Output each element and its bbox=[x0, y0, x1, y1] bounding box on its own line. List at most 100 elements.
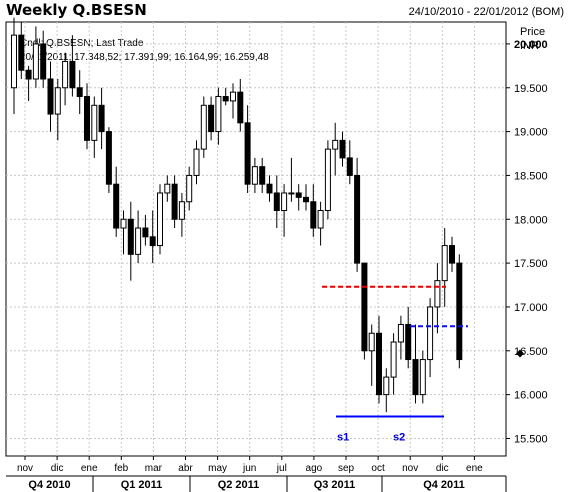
candle-body bbox=[120, 218, 127, 229]
candle-body bbox=[251, 166, 258, 185]
candle-body bbox=[157, 192, 163, 247]
price-axis-unit: INR bbox=[520, 40, 539, 52]
candle-body bbox=[230, 91, 236, 102]
candle-body bbox=[383, 376, 390, 396]
candle-body bbox=[25, 69, 32, 80]
candle-body bbox=[332, 139, 339, 150]
y-tick-label: 19.000 bbox=[514, 127, 548, 139]
candle-body bbox=[105, 131, 112, 185]
x-month-label: dic bbox=[51, 463, 64, 474]
candle-body bbox=[397, 323, 404, 343]
legend-series: Cndl; Q.BSESN; Last Trade bbox=[20, 38, 144, 49]
x-quarter-label: Q1 2011 bbox=[121, 479, 163, 491]
x-month-label: mar bbox=[145, 463, 163, 474]
y-tick-label: 16.000 bbox=[514, 390, 548, 402]
candle-body bbox=[303, 196, 309, 203]
chart-title: Weekly Q.BSESN bbox=[6, 1, 147, 19]
candle-body bbox=[354, 174, 361, 264]
price-axis-title: Price bbox=[520, 26, 546, 38]
candle-body bbox=[186, 174, 193, 203]
candle-body bbox=[456, 262, 463, 361]
x-month-label: oct bbox=[371, 463, 385, 474]
candle-body bbox=[113, 183, 120, 229]
candle-body bbox=[32, 43, 39, 80]
date-range: 24/10/2010 - 22/01/2012 (BOM) bbox=[408, 6, 564, 18]
candle-body bbox=[368, 332, 375, 352]
candle-body bbox=[339, 139, 346, 159]
candle-body bbox=[449, 245, 455, 264]
y-tick-label: 15.500 bbox=[514, 433, 548, 445]
candle-body bbox=[215, 96, 222, 133]
plot-border bbox=[5, 21, 507, 457]
candle-body bbox=[441, 245, 448, 282]
last-price-marker bbox=[516, 349, 524, 358]
x-quarter-label: Q2 2011 bbox=[218, 479, 260, 491]
x-month-label: feb bbox=[114, 463, 128, 474]
candle-body bbox=[244, 122, 251, 185]
candle-body bbox=[54, 87, 61, 115]
candle-body bbox=[222, 96, 229, 102]
candle-body bbox=[273, 192, 280, 212]
candle-body bbox=[317, 210, 324, 229]
x-month-label: nov bbox=[402, 463, 418, 474]
x-month-label: nov bbox=[17, 463, 33, 474]
x-month-label: sep bbox=[338, 463, 355, 474]
candle-body bbox=[193, 148, 200, 176]
candle-body bbox=[149, 236, 156, 247]
y-tick-label: 17.500 bbox=[514, 258, 548, 270]
x-month-label: may bbox=[208, 463, 227, 474]
legend-values: 20/11/2011; 17.348,52; 17.391,99; 16.164… bbox=[20, 52, 269, 63]
candle-body bbox=[405, 323, 412, 361]
x-quarter-label: Q4 2011 bbox=[423, 479, 465, 491]
candle-body bbox=[40, 43, 47, 80]
candle-body bbox=[376, 332, 382, 396]
candle-body bbox=[419, 359, 426, 396]
candle-body bbox=[164, 183, 171, 194]
candle-body bbox=[11, 34, 17, 89]
candle-body bbox=[259, 166, 266, 185]
x-month-label: ene bbox=[81, 463, 98, 474]
candle-body bbox=[295, 192, 302, 198]
candle-body bbox=[346, 157, 353, 176]
candle-body bbox=[62, 60, 69, 89]
y-tick-label: 20.000 bbox=[514, 39, 548, 51]
x-quarter-label: Q3 2011 bbox=[314, 479, 356, 491]
candle-body bbox=[208, 104, 215, 133]
candle-body bbox=[84, 96, 90, 141]
s2-label: s2 bbox=[393, 432, 405, 444]
x-month-label: ago bbox=[306, 463, 323, 474]
candle-body bbox=[434, 280, 441, 308]
y-tick-label: 17.000 bbox=[514, 302, 548, 314]
candle-body bbox=[171, 183, 178, 220]
candle-body bbox=[361, 262, 368, 352]
candle-body bbox=[412, 359, 419, 396]
x-month-label: jun bbox=[242, 463, 256, 474]
candle-body bbox=[237, 91, 244, 124]
candle-body bbox=[281, 192, 288, 212]
candle-body bbox=[18, 34, 25, 71]
y-tick-label: 19.500 bbox=[514, 83, 548, 95]
candle-body bbox=[324, 148, 331, 212]
candle-body bbox=[91, 104, 98, 141]
x-month-label: ene bbox=[466, 463, 483, 474]
candle-body bbox=[178, 201, 185, 220]
candle-body bbox=[427, 306, 434, 361]
candle-body bbox=[47, 78, 54, 115]
x-month-label: dic bbox=[436, 463, 449, 474]
y-tick-label: 18.000 bbox=[514, 214, 548, 226]
candle-body bbox=[288, 192, 295, 195]
candle-body bbox=[135, 227, 142, 255]
candle-body bbox=[98, 104, 105, 133]
candle-body bbox=[76, 87, 83, 98]
candle-body bbox=[69, 60, 76, 89]
x-month-label: abr bbox=[178, 463, 193, 474]
x-month-label: jul bbox=[276, 463, 287, 474]
candle-body bbox=[127, 218, 134, 255]
candle-body bbox=[266, 183, 273, 194]
y-tick-label: 18.500 bbox=[514, 170, 548, 182]
x-quarter-label: Q4 2010 bbox=[28, 479, 70, 491]
candle-body bbox=[200, 104, 207, 150]
s1-label: s1 bbox=[337, 432, 349, 444]
